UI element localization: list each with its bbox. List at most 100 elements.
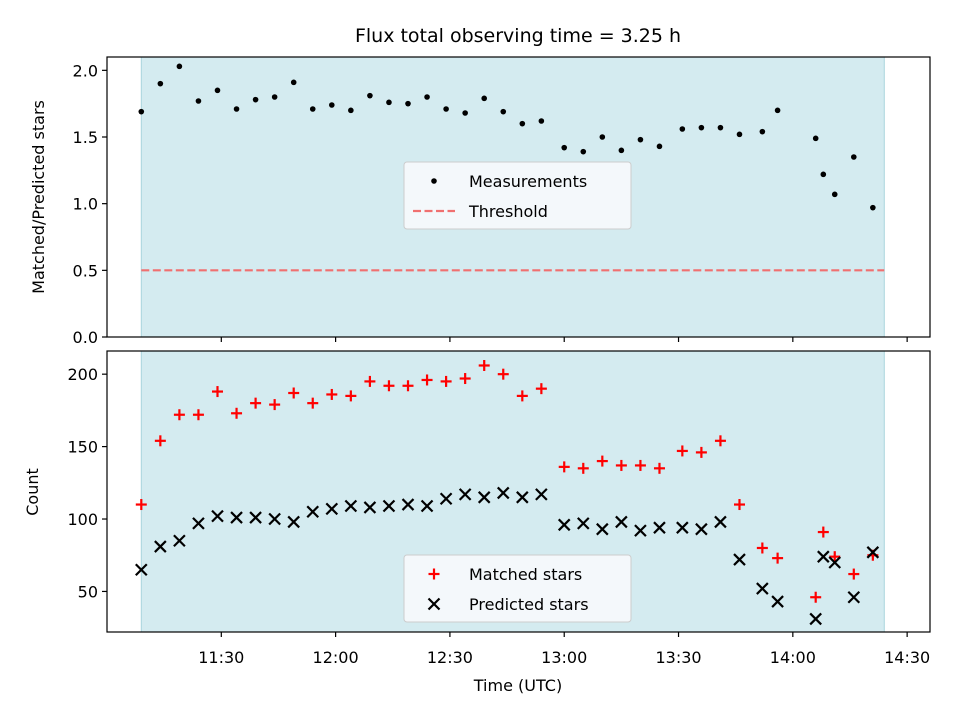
x-tick-label-6: 14:30 [884,648,930,667]
bottom-panel: 50 100 150 200 11:30 12:00 12:30 13:00 13:30 14:0… [67,350,931,667]
top-point-0-29 [698,124,705,131]
bottom-point-1-8-b [287,515,300,529]
bottom-point-1-25 [615,515,628,529]
bottom-point-1-12 [363,501,377,514]
bottom-point-1-22-b [557,518,571,532]
top-y-tick-label-1: 0.5 [73,261,98,280]
top-point-0-0 [138,108,145,115]
bottom-point-1-17-b [458,488,472,501]
top-point-0-34 [812,135,819,142]
bottom-series-0 [135,359,879,603]
bottom-point-0-10 [326,388,338,400]
bottom-point-1-1 [154,540,167,553]
x-tick-label-3: 13:00 [541,648,587,667]
top-point-0-2 [176,63,183,70]
bottom-point-1-21-b [535,488,548,501]
x-tick-label-5: 14:00 [770,648,816,667]
bottom-point-1-37 [847,590,861,604]
x-axis-label: Time (UTC) [473,676,562,695]
top-y-tick-label-0: 0.0 [73,328,98,347]
bottom-point-0-4 [211,386,223,398]
bottom-point-0-17 [459,373,471,385]
bottom-legend: Matched stars Predicted stars [403,554,632,623]
bottom-point-1-14-b [401,498,415,511]
bottom-point-0-25 [615,459,627,471]
bottom-point-1-20-b [516,491,529,504]
bottom-point-1-0 [135,563,148,576]
bottom-point-1-24 [596,522,609,536]
bottom-point-1-23 [576,517,590,530]
bottom-point-1-14 [401,498,415,511]
top-point-0-36 [831,191,838,198]
top-point-0-25 [618,147,625,154]
bottom-point-1-11 [344,499,358,513]
bottom-point-1-32-b [756,582,769,595]
top-panel: 0.0 0.5 1.0 1.5 2.0 Measurements Threshold [73,56,931,347]
top-point-0-11 [348,107,354,114]
x-tick-label-4: 13:30 [655,648,701,667]
bottom-point-1-6 [249,511,262,524]
top-point-0-10 [329,102,335,108]
top-legend-label-0: Measurements [469,172,587,191]
bottom-legend-swatch-1 [427,597,441,611]
bottom-point-1-32 [756,582,769,595]
bottom-point-1-15 [420,499,434,513]
top-point-0-16 [443,106,449,112]
top-point-0-21 [538,118,545,124]
bottom-point-0-26 [634,459,646,471]
top-legend-swatch-0 [431,178,437,184]
top-y-axis-label: Matched/Predicted stars [29,100,48,294]
bottom-point-1-2-b [173,534,186,548]
bottom-point-1-23-b [576,517,590,530]
bottom-point-0-3 [192,409,204,421]
top-point-0-37 [850,154,857,160]
bottom-point-1-26-b [634,524,647,537]
bottom-point-1-16-b [439,492,453,506]
bottom-point-1-29 [695,522,708,536]
bottom-point-0-35 [817,526,829,538]
bottom-point-1-19 [496,486,510,500]
bottom-point-1-35 [817,550,830,563]
bottom-point-1-18-b [477,491,491,504]
bottom-point-1-10 [325,502,339,516]
top-point-0-19 [500,108,507,115]
bottom-point-1-22 [557,518,571,532]
top-point-0-6 [252,96,259,103]
bottom-point-0-6 [250,397,262,409]
bottom-point-0-30 [714,435,726,447]
top-legend-label-1: Threshold [468,202,548,221]
bottom-point-0-34 [810,591,822,603]
bottom-legend-label-1: Predicted stars [469,595,589,614]
bottom-point-0-36 [829,551,841,563]
bottom-point-0-37 [848,568,860,580]
bottom-point-1-3 [192,517,205,530]
top-point-0-28 [679,126,686,132]
bottom-point-0-13 [383,380,395,392]
bottom-point-0-16 [440,375,452,387]
top-point-0-23 [580,148,587,155]
bottom-point-1-30-b [714,515,727,529]
bottom-point-1-35-b [817,550,830,563]
bottom-point-1-29-b [695,522,708,536]
bottom-point-1-20 [516,491,529,504]
bottom-point-0-27 [653,462,665,474]
bottom-point-0-15 [421,374,433,386]
bottom-point-0-11 [345,390,357,402]
bottom-point-1-27 [653,521,666,534]
bottom-point-0-21 [535,383,547,395]
bottom-point-1-8 [287,515,300,529]
bottom-point-0-19 [497,368,509,380]
top-point-0-18 [481,95,488,102]
bottom-point-0-32 [756,542,768,554]
bottom-point-1-10-b [325,502,339,516]
bottom-point-1-25-b [615,515,628,529]
bottom-series-1 [135,486,880,626]
bottom-point-0-24 [596,455,608,467]
top-point-0-15 [424,94,430,100]
bottom-point-1-36 [828,556,842,569]
bottom-point-1-12-b [363,501,377,514]
top-point-0-32 [759,128,766,135]
top-point-0-20 [519,120,526,127]
bottom-point-1-16 [439,492,453,506]
